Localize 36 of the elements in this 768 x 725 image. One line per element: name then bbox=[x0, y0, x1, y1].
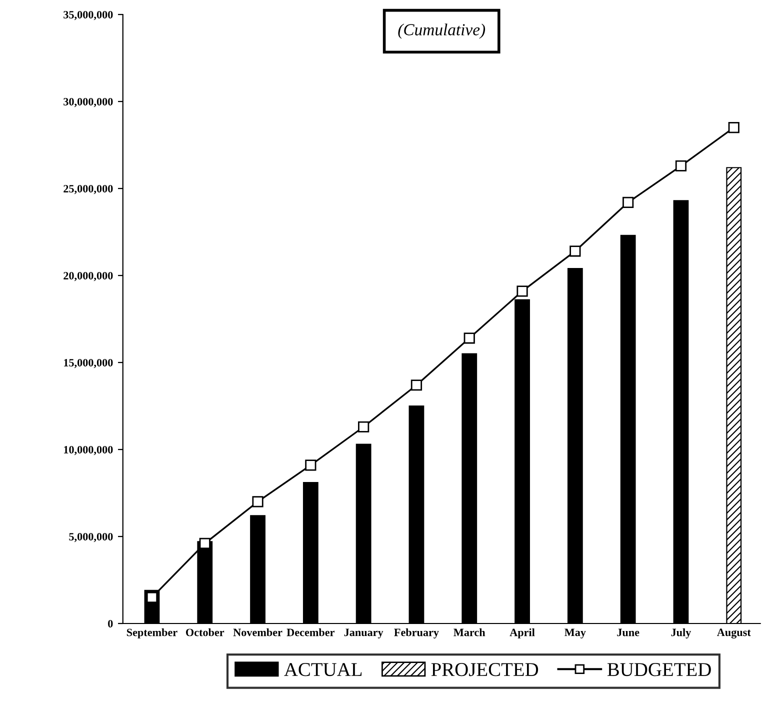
x-tick-label: April bbox=[510, 628, 535, 638]
x-tick-label: August bbox=[717, 628, 751, 638]
legend-label: ACTUAL bbox=[284, 663, 362, 676]
y-tick-label: 35,000,000 bbox=[64, 10, 113, 20]
point bbox=[199, 538, 210, 550]
y-tick-label: 30,000,000 bbox=[64, 98, 113, 108]
x-tick-label: February bbox=[394, 628, 439, 638]
y-tick-label: 0 bbox=[108, 620, 113, 628]
point bbox=[305, 460, 316, 471]
x-tick-label: September bbox=[126, 628, 178, 638]
point bbox=[410, 380, 422, 391]
y-tick-label: 10,000,000 bbox=[64, 446, 113, 456]
point bbox=[675, 160, 687, 172]
x-tick-label: January bbox=[344, 628, 384, 638]
point bbox=[464, 332, 475, 344]
x-tick-label: November bbox=[233, 628, 282, 636]
y-tick-label: 15,000,000 bbox=[64, 358, 113, 368]
x-tick-label: July bbox=[671, 628, 692, 638]
point bbox=[358, 421, 370, 432]
x-tick-label: October bbox=[186, 628, 224, 636]
legend-label: BUDGETED bbox=[607, 663, 711, 676]
x-tick-label: June bbox=[617, 628, 640, 636]
point bbox=[728, 122, 740, 134]
y-tick-label: 25,000,000 bbox=[64, 184, 113, 194]
point bbox=[570, 246, 581, 257]
y-tick-label: 20,000,000 bbox=[64, 272, 113, 282]
point bbox=[252, 496, 264, 508]
x-tick-label: March bbox=[454, 628, 486, 636]
point bbox=[146, 592, 158, 603]
x-tick-label: May bbox=[564, 628, 586, 638]
point bbox=[622, 196, 634, 208]
point bbox=[516, 286, 528, 297]
y-tick-label: 5,000,000 bbox=[69, 532, 113, 542]
text: (Cumulative) bbox=[398, 24, 486, 39]
legend-label: PROJECTED bbox=[431, 663, 538, 676]
x-tick-label: December bbox=[286, 628, 334, 636]
